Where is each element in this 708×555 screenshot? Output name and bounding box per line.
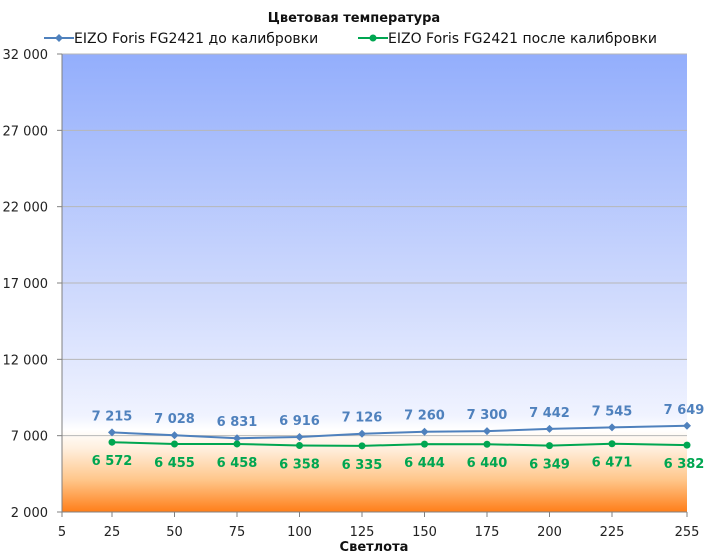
data-label: 6 382 bbox=[664, 457, 705, 472]
y-tick-label: 27 000 bbox=[3, 124, 49, 139]
data-label: 7 300 bbox=[467, 408, 508, 423]
data-label: 7 649 bbox=[664, 403, 705, 418]
data-point bbox=[608, 423, 616, 432]
x-tick-label: 100 bbox=[287, 525, 312, 540]
x-tick-label: 225 bbox=[600, 525, 625, 540]
data-label: 7 028 bbox=[154, 412, 195, 427]
data-label: 6 831 bbox=[217, 415, 258, 430]
data-point bbox=[296, 441, 303, 449]
y-tick-label: 22 000 bbox=[3, 201, 49, 216]
x-tick-label: 150 bbox=[412, 525, 437, 540]
x-tick-label: 175 bbox=[475, 525, 500, 540]
chart-title: Цветовая температура bbox=[268, 11, 440, 26]
x-tick-label: 75 bbox=[229, 525, 246, 540]
data-point bbox=[170, 431, 179, 440]
data-label: 7 126 bbox=[342, 411, 383, 426]
data-label: 6 349 bbox=[529, 458, 570, 473]
series-line bbox=[111, 441, 688, 447]
legend: EIZO Foris FG2421 до калибровки EIZO Fori… bbox=[44, 31, 657, 47]
data-point bbox=[683, 441, 691, 449]
data-point bbox=[546, 442, 553, 450]
data-point bbox=[233, 440, 241, 448]
data-point bbox=[545, 424, 554, 433]
x-tick-label: 5 bbox=[58, 525, 66, 540]
x-axis-title: Светлота bbox=[340, 540, 409, 555]
data-label: 7 215 bbox=[92, 409, 133, 424]
x-tick-labels: 5 25 50 75 100 125 150 175 200 225 255 bbox=[58, 525, 700, 540]
data-labels: 7 215 7 028 6 831 6 916 7 126 7 260 7 300 7 442… bbox=[92, 403, 705, 473]
x-tick-label: 50 bbox=[166, 525, 183, 540]
data-label: 6 358 bbox=[279, 457, 320, 472]
data-label: 6 916 bbox=[279, 414, 320, 429]
data-point bbox=[483, 427, 491, 436]
y-tick-label: 32 000 bbox=[3, 48, 49, 63]
data-point bbox=[233, 434, 241, 443]
data-point bbox=[608, 440, 616, 448]
legend-label: EIZO Foris FG2421 после калибровки bbox=[388, 31, 657, 47]
legend-marker bbox=[369, 34, 377, 42]
data-label: 6 572 bbox=[92, 454, 133, 469]
data-point bbox=[358, 442, 366, 450]
legend-label: EIZO Foris FG2421 до калибровки bbox=[74, 31, 318, 47]
data-point bbox=[171, 440, 178, 448]
y-tick-label: 7 000 bbox=[11, 430, 48, 445]
data-label: 6 444 bbox=[404, 456, 445, 471]
data-label: 7 442 bbox=[529, 406, 570, 421]
series-layer bbox=[108, 421, 691, 450]
axes bbox=[57, 53, 688, 517]
data-point bbox=[358, 429, 366, 438]
y-tick-label: 12 000 bbox=[3, 353, 49, 368]
data-point bbox=[108, 428, 116, 437]
x-tick-label: 200 bbox=[537, 525, 562, 540]
data-label: 6 440 bbox=[467, 456, 508, 471]
x-tick-label: 125 bbox=[350, 525, 375, 540]
legend-marker bbox=[55, 34, 63, 42]
data-label: 7 545 bbox=[592, 404, 633, 419]
data-point bbox=[108, 438, 116, 446]
data-point bbox=[483, 440, 491, 448]
data-label: 6 455 bbox=[154, 456, 195, 471]
data-point bbox=[683, 421, 691, 430]
x-tick-label: 25 bbox=[104, 525, 121, 540]
legend-item: EIZO Foris FG2421 до калибровки bbox=[44, 31, 318, 47]
legend-item: EIZO Foris FG2421 после калибровки bbox=[358, 31, 657, 47]
y-tick-label: 17 000 bbox=[3, 277, 49, 292]
data-label: 7 260 bbox=[404, 409, 445, 424]
data-point bbox=[420, 427, 429, 436]
data-point bbox=[421, 440, 428, 448]
data-point bbox=[295, 432, 304, 441]
data-label: 6 458 bbox=[217, 456, 258, 471]
x-tick-label: 255 bbox=[675, 525, 700, 540]
data-label: 6 335 bbox=[342, 458, 383, 473]
y-tick-label: 2 000 bbox=[11, 506, 48, 521]
series-line bbox=[111, 424, 688, 440]
y-tick-labels: 2 000 7 000 12 000 17 000 22 000 27 000 32 000 bbox=[3, 48, 49, 521]
data-label: 6 471 bbox=[592, 456, 633, 471]
